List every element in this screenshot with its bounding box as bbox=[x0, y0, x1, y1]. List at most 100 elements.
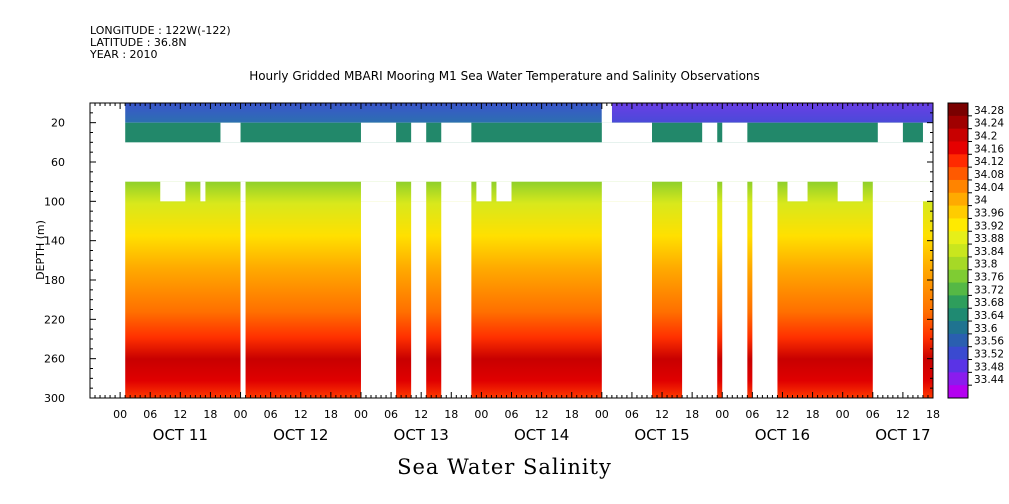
day-label: OCT 17 bbox=[875, 426, 930, 444]
colorbar-swatch bbox=[948, 179, 968, 194]
day-label: OCT 14 bbox=[514, 426, 569, 444]
data-gap bbox=[360, 122, 397, 143]
y-tick-label: 220 bbox=[44, 313, 65, 326]
colorbar-swatch bbox=[948, 167, 968, 181]
colorbar-swatch bbox=[948, 269, 968, 284]
day-label: OCT 16 bbox=[755, 426, 810, 444]
colorbar-swatch bbox=[948, 192, 968, 207]
colorbar: 34.2834.2434.234.1634.1234.0834.043433.9… bbox=[947, 102, 1004, 399]
data-gap bbox=[441, 181, 472, 202]
data-gap bbox=[752, 201, 778, 398]
latitude-label: LATITUDE : 36.8N bbox=[90, 36, 187, 49]
x-tick-label: 18 bbox=[685, 408, 699, 421]
x-tick-label: 00 bbox=[113, 408, 127, 421]
colorbar-label: 33.52 bbox=[974, 349, 1004, 361]
data-gap bbox=[722, 201, 748, 398]
colorbar-label: 33.72 bbox=[974, 284, 1004, 296]
colorbar-swatch bbox=[948, 308, 968, 322]
data-gap bbox=[922, 122, 933, 143]
data-gap bbox=[872, 181, 933, 202]
x-tick-label: 12 bbox=[535, 408, 549, 421]
x-tick-label: 12 bbox=[655, 408, 669, 421]
x-tick-label: 00 bbox=[354, 408, 368, 421]
longitude-label: LONGITUDE : 122W(-122) bbox=[90, 24, 231, 37]
colorbar-label: 33.44 bbox=[974, 374, 1004, 386]
y-axis-label: DEPTH (m) bbox=[34, 220, 47, 280]
x-tick-label: 18 bbox=[324, 408, 338, 421]
x-tick-label: 18 bbox=[203, 408, 217, 421]
x-tick-label: 06 bbox=[625, 408, 639, 421]
data-gap bbox=[722, 122, 748, 143]
colorbar-swatch bbox=[948, 359, 968, 373]
x-tick-label: 12 bbox=[294, 408, 308, 421]
data-gap bbox=[752, 181, 778, 202]
colorbar-label: 34.08 bbox=[974, 169, 1004, 181]
colorbar-swatch bbox=[948, 218, 968, 232]
x-tick-label: 06 bbox=[384, 408, 398, 421]
data-gap bbox=[476, 181, 492, 202]
data-gap bbox=[601, 122, 652, 143]
data-gap bbox=[702, 122, 718, 143]
data-gap bbox=[160, 181, 186, 202]
y-tick-label: 60 bbox=[51, 156, 65, 169]
colorbar-label: 34.24 bbox=[974, 118, 1004, 130]
x-tick-label: 06 bbox=[143, 408, 157, 421]
data-gap bbox=[411, 181, 427, 202]
x-tick-label: 18 bbox=[806, 408, 820, 421]
colorbar-label: 34 bbox=[974, 195, 988, 207]
x-tick-label: 12 bbox=[896, 408, 910, 421]
data-gap bbox=[90, 103, 126, 123]
shallow-layer-band bbox=[125, 122, 933, 143]
x-tick-label: 00 bbox=[595, 408, 609, 421]
colorbar-label: 33.76 bbox=[974, 272, 1004, 284]
x-tick-label: 18 bbox=[926, 408, 940, 421]
colorbar-frame bbox=[947, 102, 969, 399]
data-gap bbox=[411, 122, 427, 143]
data-gap bbox=[837, 181, 863, 202]
x-tick-label: 06 bbox=[505, 408, 519, 421]
colorbar-swatch bbox=[948, 154, 968, 168]
day-label: OCT 15 bbox=[634, 426, 689, 444]
x-tick-label: 00 bbox=[234, 408, 248, 421]
data-gap bbox=[240, 181, 246, 202]
colorbar-swatch bbox=[948, 115, 968, 130]
x-tick-label: 18 bbox=[565, 408, 579, 421]
colorbar-swatch bbox=[948, 385, 968, 399]
chart-title: Hourly Gridded MBARI Mooring M1 Sea Wate… bbox=[249, 69, 760, 83]
x-tick-label: 12 bbox=[775, 408, 789, 421]
deep-layer-band bbox=[125, 181, 933, 398]
colorbar-label: 33.6 bbox=[974, 323, 998, 335]
colorbar-label: 34.12 bbox=[974, 156, 1004, 168]
x-tick-label: 06 bbox=[866, 408, 880, 421]
colorbar-swatch bbox=[948, 295, 968, 309]
colorbar-swatch bbox=[948, 231, 968, 245]
colorbar-label: 33.64 bbox=[974, 310, 1004, 322]
data-gap bbox=[722, 181, 748, 202]
data-gap bbox=[441, 122, 472, 143]
colorbar-swatch bbox=[948, 372, 968, 386]
data-gap bbox=[682, 201, 718, 398]
data-gap bbox=[441, 201, 472, 398]
x-tick-label: 00 bbox=[715, 408, 729, 421]
data-gap bbox=[90, 181, 126, 202]
day-label: OCT 13 bbox=[394, 426, 449, 444]
year-label: YEAR : 2010 bbox=[90, 48, 158, 61]
colorbar-label: 33.56 bbox=[974, 336, 1004, 348]
x-tick-label: 06 bbox=[264, 408, 278, 421]
data-gap bbox=[220, 122, 241, 143]
x-tick-label: 18 bbox=[444, 408, 458, 421]
y-tick-label: 100 bbox=[44, 195, 65, 208]
colorbar-label: 33.88 bbox=[974, 233, 1004, 245]
colorbar-swatch bbox=[948, 244, 968, 258]
colorbar-swatch bbox=[948, 321, 968, 335]
x-tick-label: 00 bbox=[474, 408, 488, 421]
colorbar-swatch bbox=[948, 205, 968, 219]
data-gap bbox=[872, 201, 923, 398]
colorbar-label: 33.48 bbox=[974, 361, 1004, 373]
colorbar-swatch bbox=[948, 282, 968, 296]
data-gap bbox=[200, 181, 206, 202]
data-gap bbox=[601, 103, 612, 123]
y-tick-label: 20 bbox=[51, 117, 65, 130]
colorbar-label: 33.92 bbox=[974, 220, 1004, 232]
